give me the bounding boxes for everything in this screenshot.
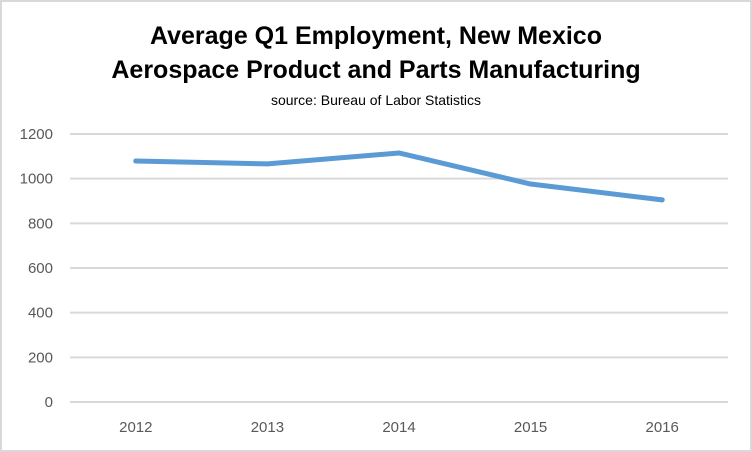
x-tick-label: 2015	[514, 419, 547, 436]
chart-title: Average Q1 Employment, New Mexico	[149, 22, 602, 50]
data-point	[133, 158, 139, 164]
chart-source: source: Bureau of Labor Statistics	[270, 92, 482, 108]
data-point	[659, 197, 665, 203]
x-tick-label: 2013	[251, 419, 284, 436]
chart-title-line2: Aerospace Product and Parts Manufacturin…	[111, 56, 641, 84]
y-tick-label: 1200	[20, 126, 53, 143]
y-tick-label: 200	[28, 349, 53, 366]
data-point	[528, 181, 534, 187]
series-line	[133, 150, 665, 203]
x-tick-label: 2016	[646, 419, 679, 436]
data-point	[264, 161, 270, 167]
y-tick-label: 400	[28, 305, 53, 322]
y-tick-label: 800	[28, 215, 53, 232]
x-tick-label: 2014	[382, 419, 415, 436]
x-tick-label: 2012	[119, 419, 152, 436]
y-tick-label: 0	[45, 394, 53, 411]
data-point	[396, 150, 402, 156]
y-tick-label: 1000	[20, 171, 53, 188]
y-tick-label: 600	[28, 260, 53, 277]
